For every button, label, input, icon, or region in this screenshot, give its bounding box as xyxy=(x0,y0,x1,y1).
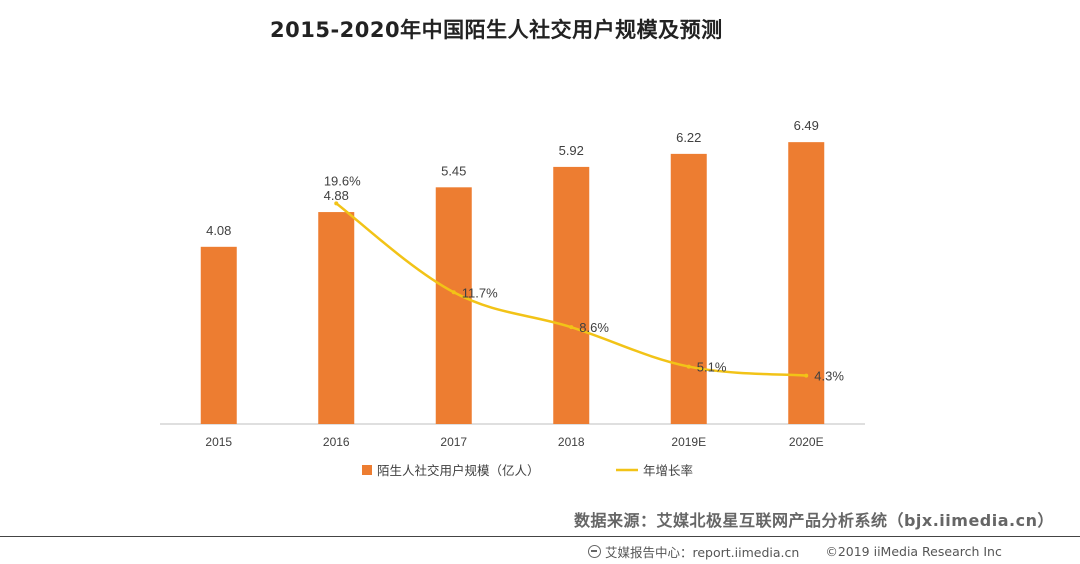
footer: 艾媒报告中心：report.iimedia.cn ©2019 iiMedia R… xyxy=(588,542,1002,561)
footer-copyright: ©2019 iiMedia Research Inc xyxy=(825,544,1002,559)
x-tick-label: 2018 xyxy=(558,435,585,449)
bar xyxy=(200,246,237,424)
growth-rate-label: 4.3% xyxy=(814,369,844,384)
bar xyxy=(435,187,472,424)
growth-rate-point xyxy=(569,325,574,330)
growth-rate-label: 8.6% xyxy=(579,320,609,335)
x-tick-label: 2016 xyxy=(323,435,350,449)
bar-value-label: 4.08 xyxy=(206,223,231,238)
bar-value-label: 6.22 xyxy=(676,130,701,145)
legend-bar-swatch xyxy=(362,465,372,475)
growth-rate-label: 19.6% xyxy=(324,173,361,188)
data-source: 数据来源：艾媒北极星互联网产品分析系统（bjx.iimedia.cn） xyxy=(573,511,1054,530)
legend-line-label: 年增长率 xyxy=(643,463,693,478)
bar-value-label: 4.88 xyxy=(324,188,349,203)
growth-rate-point xyxy=(686,364,691,369)
growth-rate-label: 11.7% xyxy=(462,285,498,300)
iimedia-logo-icon xyxy=(588,545,601,558)
bar-value-label: 5.92 xyxy=(559,143,584,158)
growth-rate-label: 5.1% xyxy=(697,360,727,375)
bar-value-label: 5.45 xyxy=(441,163,466,178)
chart-title: 2015-2020年中国陌生人社交用户规模及预测 xyxy=(270,18,723,42)
x-tick-label: 2019E xyxy=(671,435,706,449)
bar xyxy=(670,153,707,425)
x-tick-label: 2017 xyxy=(440,435,467,449)
bar xyxy=(553,166,590,424)
x-tick-label: 2015 xyxy=(205,435,232,449)
footer-divider xyxy=(0,536,1080,537)
bar-value-label: 6.49 xyxy=(794,118,819,133)
chart: 4.08 2015 4.88 2016 5.45 2017 5.92 2018 6.22 2019… xyxy=(160,118,865,478)
growth-rate-point xyxy=(334,201,339,206)
growth-rate-point xyxy=(451,290,456,295)
x-tick-label: 2020E xyxy=(789,435,824,449)
bar xyxy=(318,212,355,424)
footer-report-center: 艾媒报告中心：report.iimedia.cn xyxy=(605,545,800,560)
growth-rate-point xyxy=(804,373,809,378)
legend-bar-label: 陌生人社交用户规模（亿人） xyxy=(377,463,540,478)
